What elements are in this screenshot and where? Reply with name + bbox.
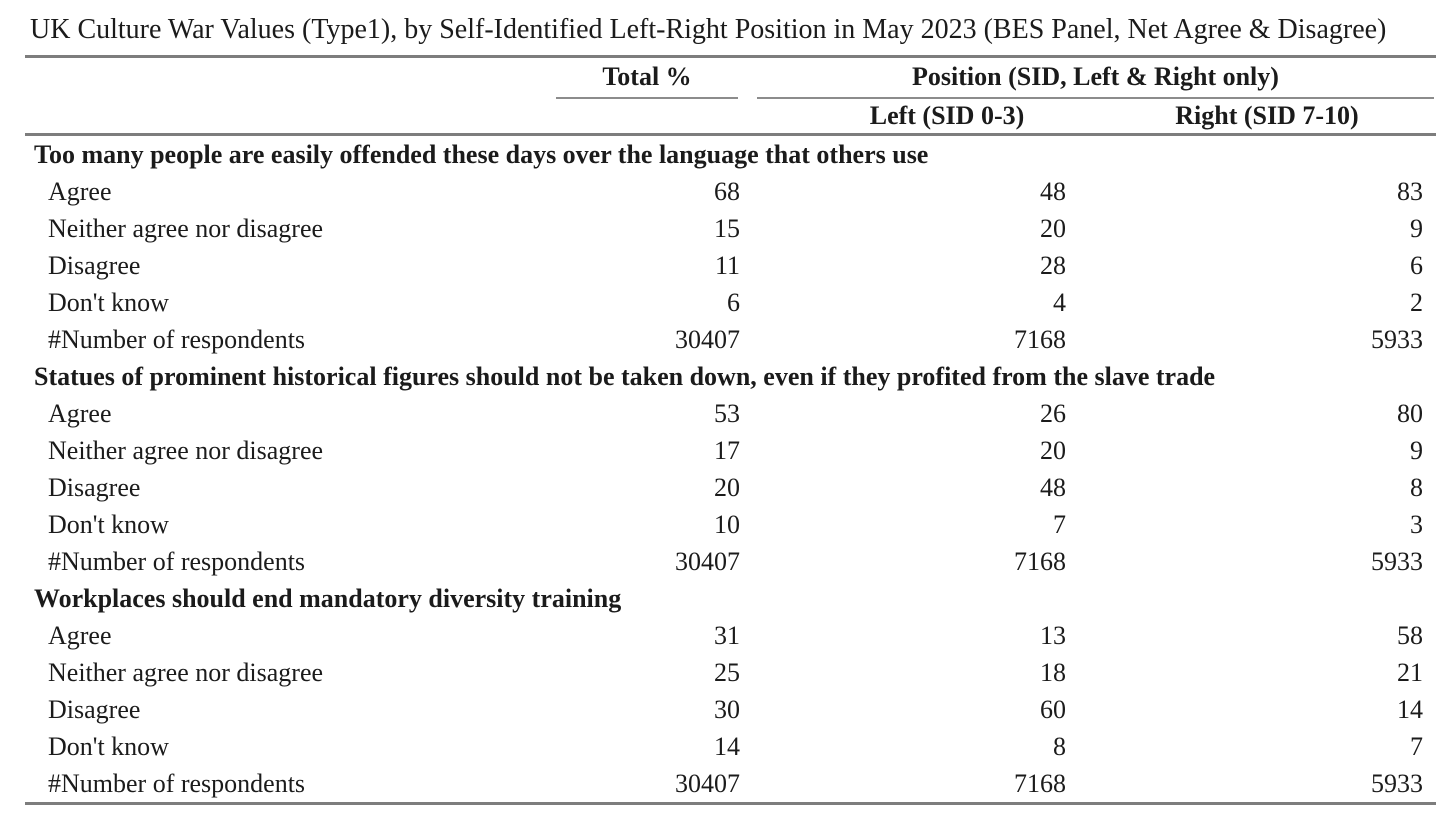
table-row: #Number of respondents 30407 7168 5933 (25, 321, 1436, 358)
cell-right: 9 (1410, 213, 1423, 243)
cell-right: 2 (1410, 287, 1423, 317)
row-label: Don't know (48, 509, 169, 539)
cell-left: 28 (1040, 250, 1066, 280)
cell-total: 31 (714, 620, 740, 650)
table-row: Neither agree nor disagree 25 18 21 (25, 654, 1436, 691)
cell-total: 20 (714, 472, 740, 502)
cell-right: 6 (1410, 250, 1423, 280)
col-header-left: Left (SID 0-3) (869, 101, 1025, 130)
row-label: #Number of respondents (48, 546, 306, 576)
row-label: Disagree (48, 694, 141, 724)
header-underline: Position (SID, Left & Right only) (757, 58, 1434, 99)
table-row: Disagree 11 28 6 (25, 247, 1436, 284)
cell-right: 8 (1410, 472, 1423, 502)
cell-total: 30407 (675, 768, 740, 798)
culture-war-values-table: Total % Position (SID, Left & Right only… (25, 55, 1436, 805)
row-label: Don't know (48, 731, 169, 761)
row-label: #Number of respondents (48, 768, 306, 798)
spacer-cell (25, 99, 556, 135)
spacer-cell (25, 57, 556, 100)
table-row: #Number of respondents 30407 7168 5933 (25, 765, 1436, 804)
cell-left: 7168 (1014, 768, 1066, 798)
cell-total: 11 (714, 250, 740, 280)
col-header-total-cell: Total % (556, 57, 742, 99)
row-label: Agree (48, 398, 112, 428)
cell-left: 13 (1040, 620, 1066, 650)
table-row: Agree 53 26 80 (25, 395, 1436, 432)
row-label: Agree (48, 620, 112, 650)
cell-total: 15 (714, 213, 740, 243)
section-header-row: Statues of prominent historical figures … (25, 358, 1436, 395)
cell-right: 5933 (1371, 324, 1423, 354)
table-row: Disagree 30 60 14 (25, 691, 1436, 728)
cell-left: 20 (1040, 213, 1066, 243)
row-label: Neither agree nor disagree (48, 657, 324, 687)
table-row: #Number of respondents 30407 7168 5933 (25, 543, 1436, 580)
cell-total: 17 (714, 435, 740, 465)
row-label: Neither agree nor disagree (48, 213, 324, 243)
header-underline: Total % (556, 58, 738, 99)
cell-left: 7168 (1014, 546, 1066, 576)
cell-left: 20 (1040, 435, 1066, 465)
cell-right: 80 (1397, 398, 1423, 428)
table-row: Don't know 6 4 2 (25, 284, 1436, 321)
table-row: Neither agree nor disagree 17 20 9 (25, 432, 1436, 469)
cell-right: 21 (1397, 657, 1423, 687)
section-heading: Too many people are easily offended thes… (34, 139, 929, 169)
cell-total: 14 (714, 731, 740, 761)
cell-left: 4 (1053, 287, 1066, 317)
row-label: #Number of respondents (48, 324, 306, 354)
section-heading: Statues of prominent historical figures … (34, 361, 1216, 391)
cell-total: 30407 (675, 546, 740, 576)
cell-left: 7 (1053, 509, 1066, 539)
cell-left: 26 (1040, 398, 1066, 428)
cell-left: 60 (1040, 694, 1066, 724)
cell-total: 10 (714, 509, 740, 539)
section-header-row: Workplaces should end mandatory diversit… (25, 580, 1436, 617)
cell-left: 18 (1040, 657, 1066, 687)
cell-right: 83 (1397, 176, 1423, 206)
cell-left: 48 (1040, 472, 1066, 502)
cell-left: 8 (1053, 731, 1066, 761)
table-row: Don't know 14 8 7 (25, 728, 1436, 765)
cell-right: 7 (1410, 731, 1423, 761)
table-row: Don't know 10 7 3 (25, 506, 1436, 543)
cell-total: 30 (714, 694, 740, 724)
col-header-right: Right (SID 7-10) (1175, 101, 1359, 130)
spacer-cell (556, 99, 742, 135)
col-header-total: Total % (602, 62, 692, 91)
cell-total: 30407 (675, 324, 740, 354)
row-label: Neither agree nor disagree (48, 435, 324, 465)
cell-total: 53 (714, 398, 740, 428)
page-title: UK Culture War Values (Type1), by Self-I… (30, 14, 1387, 45)
section-header-row: Too many people are easily offended thes… (25, 135, 1436, 174)
header-row-top: Total % Position (SID, Left & Right only… (25, 57, 1436, 100)
table-row: Agree 68 48 83 (25, 173, 1436, 210)
cell-right: 5933 (1371, 546, 1423, 576)
cell-total: 6 (727, 287, 740, 317)
row-label: Disagree (48, 250, 141, 280)
cell-right: 9 (1410, 435, 1423, 465)
cell-total: 25 (714, 657, 740, 687)
table-body: Too many people are easily offended thes… (25, 135, 1436, 804)
cell-left: 48 (1040, 176, 1066, 206)
col-header-position-cell: Position (SID, Left & Right only) (742, 57, 1436, 99)
cell-total: 68 (714, 176, 740, 206)
cell-left: 7168 (1014, 324, 1066, 354)
cell-right: 3 (1410, 509, 1423, 539)
col-header-position: Position (SID, Left & Right only) (912, 62, 1279, 91)
row-label: Don't know (48, 287, 169, 317)
cell-right: 58 (1397, 620, 1423, 650)
cell-right: 14 (1397, 694, 1423, 724)
header-row-sub: Left (SID 0-3) Right (SID 7-10) (25, 99, 1436, 135)
figure-page: UK Culture War Values (Type1), by Self-I… (25, 14, 1436, 805)
row-label: Disagree (48, 472, 141, 502)
table-row: Neither agree nor disagree 15 20 9 (25, 210, 1436, 247)
table-row: Disagree 20 48 8 (25, 469, 1436, 506)
cell-right: 5933 (1371, 768, 1423, 798)
row-label: Agree (48, 176, 112, 206)
table-header: Total % Position (SID, Left & Right only… (25, 57, 1436, 135)
table-row: Agree 31 13 58 (25, 617, 1436, 654)
section-heading: Workplaces should end mandatory diversit… (34, 583, 622, 613)
